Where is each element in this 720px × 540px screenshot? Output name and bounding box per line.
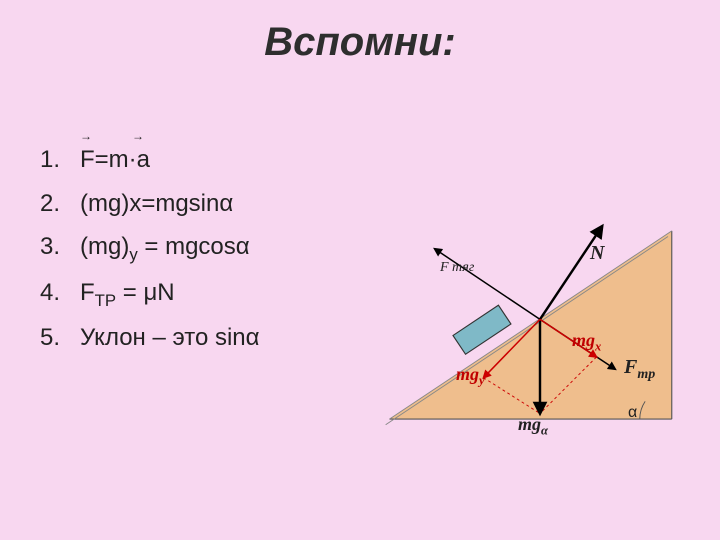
list-number: 1.: [40, 140, 80, 180]
diagram-label-alpha: α: [628, 404, 637, 422]
slide: Вспомни: 1.F=m·a→→2.(mg)x=mgsinα3.(mg)y …: [0, 0, 720, 540]
incline-diagram: F тяг Nmgα mgx mgy Fтр α: [380, 200, 700, 450]
list-item: 4.FТР = μN: [40, 273, 260, 315]
diagram-label-N: N: [590, 242, 604, 265]
list-number: 4.: [40, 273, 80, 313]
diagram-label-mg: mgα: [518, 414, 548, 439]
diagram-label-F_tyag: F тяг: [440, 260, 474, 276]
diagram-label-mgy: mgy: [456, 364, 485, 389]
list-number: 2.: [40, 184, 80, 224]
list-item: 1.F=m·a→→: [40, 140, 260, 180]
list-body: Уклон – это sinα: [80, 318, 260, 358]
diagram-svg: [380, 200, 700, 450]
list-number: 5.: [40, 318, 80, 358]
list-item: 2.(mg)x=mgsinα: [40, 184, 260, 224]
list-item: 3.(mg)y = mgcosα: [40, 227, 260, 269]
formula-list: 1.F=m·a→→2.(mg)x=mgsinα3.(mg)y = mgcosα4…: [40, 140, 260, 362]
list-body: F=m·a→→: [80, 140, 150, 180]
list-body: (mg)x=mgsinα: [80, 184, 233, 224]
list-item: 5.Уклон – это sinα: [40, 318, 260, 358]
list-number: 3.: [40, 227, 80, 267]
list-body: (mg)y = mgcosα: [80, 227, 250, 269]
diagram-label-mgx: mgx: [572, 330, 601, 355]
diagram-label-Ftr: Fтр: [624, 356, 655, 383]
list-body: FТР = μN: [80, 273, 175, 315]
slide-title: Вспомни:: [0, 20, 720, 65]
